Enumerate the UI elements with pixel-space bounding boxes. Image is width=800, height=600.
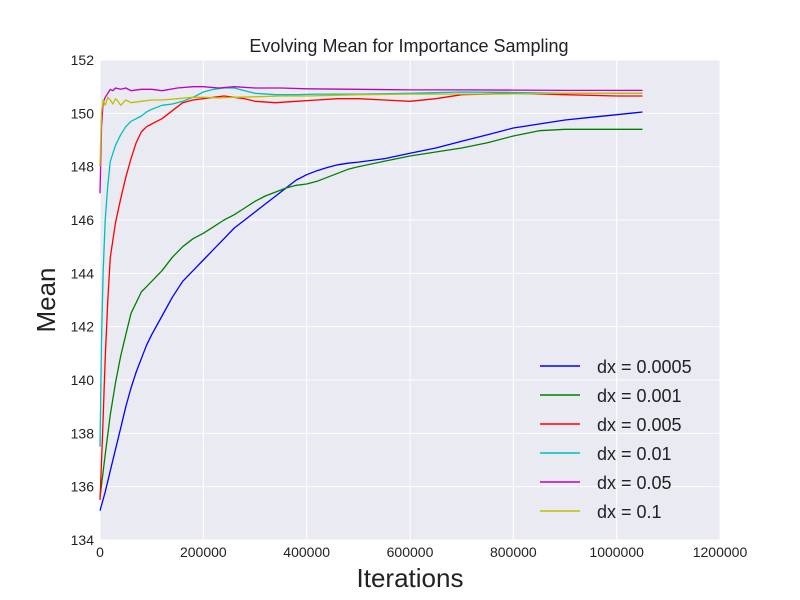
y-tick-label: 152 — [71, 52, 95, 68]
y-tick-label: 144 — [71, 265, 95, 281]
legend: dx = 0.0005 dx = 0.001 dx = 0.005 dx = 0.01… — [540, 357, 692, 522]
y-tick-label: 142 — [71, 319, 95, 335]
x-tick-label: 800000 — [490, 544, 537, 560]
x-tick-label: 0 — [96, 544, 104, 560]
legend-label: dx = 0.05 — [597, 473, 672, 493]
y-tick-label: 150 — [71, 105, 95, 121]
y-tick-label: 138 — [71, 425, 95, 441]
legend-label: dx = 0.0005 — [597, 357, 692, 377]
x-tick-label: 1000000 — [589, 544, 644, 560]
y-tick-label: 136 — [71, 479, 95, 495]
x-tick-label: 600000 — [387, 544, 434, 560]
legend-label: dx = 0.005 — [597, 415, 682, 435]
series-line-1 — [99, 111, 643, 511]
chart-title: Evolving Mean for Importance Sampling — [249, 36, 568, 56]
y-tick-label: 134 — [71, 532, 95, 548]
y-tick-label: 148 — [71, 159, 95, 175]
x-tick-label: 1200000 — [693, 544, 748, 560]
x-axis-label: Iterations — [357, 563, 464, 593]
grid-lines — [99, 59, 721, 541]
x-tick-label: 400000 — [283, 544, 330, 560]
series-lines — [99, 86, 643, 511]
series-line-3 — [99, 92, 643, 501]
x-tick-label: 200000 — [180, 544, 227, 560]
legend-label: dx = 0.01 — [597, 444, 672, 464]
series-line-5 — [99, 86, 643, 194]
legend-label: dx = 0.1 — [597, 502, 662, 522]
y-tick-label: 140 — [71, 372, 95, 388]
series-line-2 — [99, 128, 643, 498]
y-axis-label: Mean — [31, 267, 61, 332]
series-line-6 — [99, 92, 643, 167]
legend-label: dx = 0.001 — [597, 386, 682, 406]
tick-labels: 0 200000 400000 600000 800000 1000000 1200000 1… — [71, 52, 748, 560]
y-tick-label: 146 — [71, 212, 95, 228]
